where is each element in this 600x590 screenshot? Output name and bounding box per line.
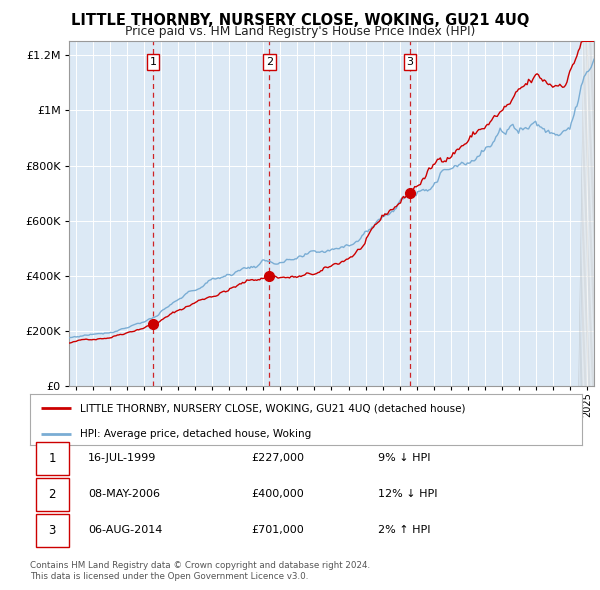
Text: 2: 2 xyxy=(49,488,56,501)
Text: 12% ↓ HPI: 12% ↓ HPI xyxy=(378,489,437,499)
Text: 2: 2 xyxy=(266,57,273,67)
Text: 9% ↓ HPI: 9% ↓ HPI xyxy=(378,453,430,463)
Text: LITTLE THORNBY, NURSERY CLOSE, WOKING, GU21 4UQ (detached house): LITTLE THORNBY, NURSERY CLOSE, WOKING, G… xyxy=(80,403,465,413)
FancyBboxPatch shape xyxy=(35,478,68,510)
FancyBboxPatch shape xyxy=(35,514,68,546)
FancyBboxPatch shape xyxy=(35,442,68,474)
Text: 3: 3 xyxy=(406,57,413,67)
Text: 16-JUL-1999: 16-JUL-1999 xyxy=(88,453,157,463)
Text: 3: 3 xyxy=(49,524,56,537)
Text: This data is licensed under the Open Government Licence v3.0.: This data is licensed under the Open Gov… xyxy=(30,572,308,581)
Text: 1: 1 xyxy=(49,452,56,465)
Text: £701,000: £701,000 xyxy=(251,525,304,535)
Text: £400,000: £400,000 xyxy=(251,489,304,499)
Text: LITTLE THORNBY, NURSERY CLOSE, WOKING, GU21 4UQ: LITTLE THORNBY, NURSERY CLOSE, WOKING, G… xyxy=(71,13,529,28)
Text: 06-AUG-2014: 06-AUG-2014 xyxy=(88,525,163,535)
Text: Contains HM Land Registry data © Crown copyright and database right 2024.: Contains HM Land Registry data © Crown c… xyxy=(30,560,370,569)
Text: 1: 1 xyxy=(150,57,157,67)
Text: HPI: Average price, detached house, Woking: HPI: Average price, detached house, Woki… xyxy=(80,429,311,439)
Text: 2% ↑ HPI: 2% ↑ HPI xyxy=(378,525,430,535)
Text: Price paid vs. HM Land Registry's House Price Index (HPI): Price paid vs. HM Land Registry's House … xyxy=(125,25,475,38)
Text: 08-MAY-2006: 08-MAY-2006 xyxy=(88,489,160,499)
Text: £227,000: £227,000 xyxy=(251,453,304,463)
